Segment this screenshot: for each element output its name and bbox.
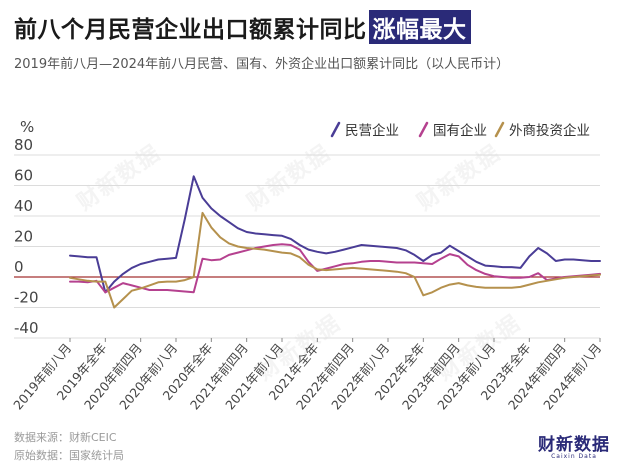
grid-lines bbox=[14, 154, 600, 339]
title-main: 前八个月民营企业出口额累计同比 bbox=[14, 17, 367, 43]
brand-sub: Caixin Data bbox=[551, 453, 597, 460]
title-highlight: 涨幅最大 bbox=[368, 10, 471, 44]
y-tick-label: -40 bbox=[14, 319, 39, 337]
y-tick-label: 40 bbox=[14, 197, 33, 215]
chart-title: 前八个月民营企业出口额累计同比 涨幅最大 bbox=[14, 10, 471, 44]
legend-swatch bbox=[494, 121, 505, 138]
y-axis-ticks: 80 60 40 20 0 -20 -40 bbox=[14, 136, 39, 337]
brand-name: 财新数据 bbox=[538, 435, 610, 455]
series-line-0 bbox=[69, 175, 601, 294]
legend-label: 国有企业 bbox=[433, 122, 487, 139]
y-axis-unit: % bbox=[20, 118, 34, 136]
series-line-1 bbox=[69, 243, 601, 294]
y-tick-label: 0 bbox=[14, 258, 24, 276]
origin-note: 原始数据：国家统计局 bbox=[14, 449, 124, 462]
legend-swatch bbox=[418, 121, 429, 138]
series-lines bbox=[69, 175, 601, 309]
legend-label: 民营企业 bbox=[345, 122, 399, 139]
series-line-2 bbox=[69, 211, 601, 309]
x-axis-ticks: 2019年前八月2019年全年2020年前四月2020年前八月2020年全年20… bbox=[10, 338, 604, 413]
legend: 民营企业 国有企业 外商投资企业 bbox=[330, 121, 590, 139]
y-tick-label: -20 bbox=[14, 289, 39, 307]
y-tick-label: 80 bbox=[14, 136, 33, 154]
y-tick-label: 60 bbox=[14, 167, 33, 185]
chart-subtitle: 2019年前八月—2024年前八月民营、国有、外资企业出口额累计同比（以人民币计… bbox=[14, 57, 510, 72]
legend-label: 外商投资企业 bbox=[509, 122, 590, 139]
y-tick-label: 20 bbox=[14, 228, 33, 246]
legend-swatch bbox=[330, 121, 341, 138]
source-note: 数据来源：财新CEIC bbox=[14, 431, 117, 444]
brand-logo: 财新数据 Caixin Data bbox=[538, 430, 610, 460]
